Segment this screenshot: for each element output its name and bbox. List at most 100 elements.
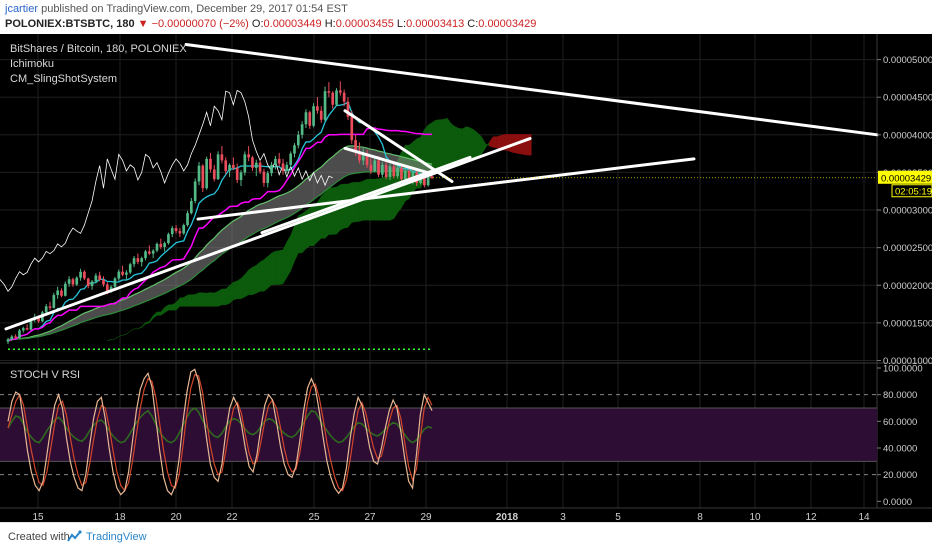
cloud-segment	[310, 205, 314, 245]
candle-body	[98, 275, 101, 280]
candle-body	[14, 336, 17, 338]
last-price-label: 0.00003429	[881, 173, 931, 184]
candle-body	[83, 272, 86, 279]
cloud-segment	[520, 134, 524, 154]
candle-body	[392, 166, 395, 176]
cloud-segment	[214, 291, 218, 306]
cloud-segment	[249, 267, 253, 294]
candle-body	[297, 135, 300, 146]
candle-body	[293, 145, 296, 153]
cloud-segment	[191, 294, 195, 306]
candle-body	[389, 166, 392, 177]
candle-body	[243, 154, 246, 172]
low-value: 0.00003413	[406, 18, 464, 30]
cloud-segment	[275, 251, 279, 285]
candle-body	[144, 251, 147, 258]
cloud-segment	[443, 118, 447, 170]
osc-tick-label: 80.0000	[883, 390, 917, 401]
candle-body	[72, 279, 75, 284]
cloud-segment	[252, 265, 256, 294]
cloud-segment	[283, 242, 287, 284]
cloud-segment	[287, 235, 291, 277]
candle-body	[129, 264, 132, 272]
candle-body	[79, 272, 82, 278]
candle-body	[26, 328, 29, 330]
candle-body	[251, 157, 254, 168]
time-tick-label: 12	[805, 512, 817, 522]
close-value: 0.00003429	[478, 18, 536, 30]
author-link[interactable]: jcartier	[5, 3, 38, 15]
cloud-segment	[279, 250, 283, 285]
tradingview-logo-icon[interactable]	[66, 530, 82, 544]
price-tick-label: 0.00002000	[883, 281, 932, 292]
legend-ichimoku[interactable]: Ichimoku	[10, 58, 54, 70]
cloud-segment	[180, 297, 184, 306]
time-tick-label: 27	[364, 512, 376, 522]
candle-body	[156, 244, 159, 251]
legend-slingshot[interactable]: CM_SlingShotSystem	[10, 73, 117, 85]
candle-body	[232, 165, 235, 168]
cloud-segment	[268, 253, 272, 288]
osc-tick-label: 60.0000	[883, 417, 917, 428]
candle-body	[121, 272, 124, 275]
time-tick-label: 15	[32, 512, 44, 522]
candle-body	[343, 93, 346, 102]
candle-body	[240, 172, 243, 180]
tradingview-brand[interactable]: TradingView	[86, 531, 147, 543]
open-value: 0.00003449	[264, 18, 322, 30]
osc-tick-label: 0.0000	[883, 497, 912, 508]
candle-body	[312, 106, 315, 126]
candle-body	[45, 306, 48, 312]
cloud-segment	[314, 202, 318, 246]
candle-body	[152, 251, 155, 254]
candle-body	[370, 165, 373, 171]
candle-body	[140, 258, 143, 262]
candle-body	[301, 124, 304, 135]
candle-body	[18, 330, 21, 338]
candle-body	[331, 93, 334, 105]
candle-body	[236, 168, 239, 180]
time-tick-label: 10	[749, 512, 761, 522]
candle-body	[167, 234, 170, 243]
cloud-segment	[241, 275, 245, 299]
candle-body	[114, 278, 117, 286]
created-with-label: Created with	[8, 531, 70, 543]
cloud-segment	[256, 262, 260, 293]
chart-canvas[interactable]: 0.000050000.000045000.000040000.00003500…	[0, 34, 932, 522]
candle-body	[289, 154, 292, 165]
candle-body	[431, 176, 434, 178]
candle-body	[175, 228, 178, 231]
cloud-segment	[466, 127, 470, 160]
cloud-segment	[432, 120, 436, 174]
time-tick-label: 14	[858, 512, 870, 522]
candle-body	[221, 154, 224, 160]
close-label: C:	[467, 18, 478, 30]
legend-oscillator[interactable]: STOCH V RSI	[10, 369, 80, 381]
time-tick-label: 18	[114, 512, 126, 522]
candle-body	[373, 160, 376, 171]
cloud-segment	[230, 282, 234, 303]
publish-info: published on TradingView.com, December 2…	[41, 3, 348, 15]
cloud-segment	[210, 293, 214, 307]
time-tick-label: 29	[420, 512, 432, 522]
candle-body	[305, 112, 308, 124]
countdown-label: 02:05:19	[895, 186, 932, 197]
candle-body	[228, 165, 231, 171]
publish-line: jcartier published on TradingView.com, D…	[5, 3, 348, 15]
price-tick-label: 0.00005000	[883, 55, 932, 66]
cloud-segment	[478, 133, 482, 158]
candle-body	[247, 154, 250, 157]
time-tick-label: 8	[697, 512, 703, 522]
candle-body	[163, 243, 166, 247]
candle-body	[274, 159, 277, 165]
candle-body	[182, 225, 185, 233]
cloud-segment	[233, 281, 237, 300]
low-label: L:	[397, 18, 406, 30]
candle-body	[404, 171, 407, 179]
candle-body	[133, 258, 136, 264]
candle-body	[217, 154, 220, 179]
candle-body	[186, 213, 189, 225]
candle-body	[316, 106, 319, 111]
cloud-segment	[524, 134, 528, 155]
candle-body	[209, 159, 212, 170]
